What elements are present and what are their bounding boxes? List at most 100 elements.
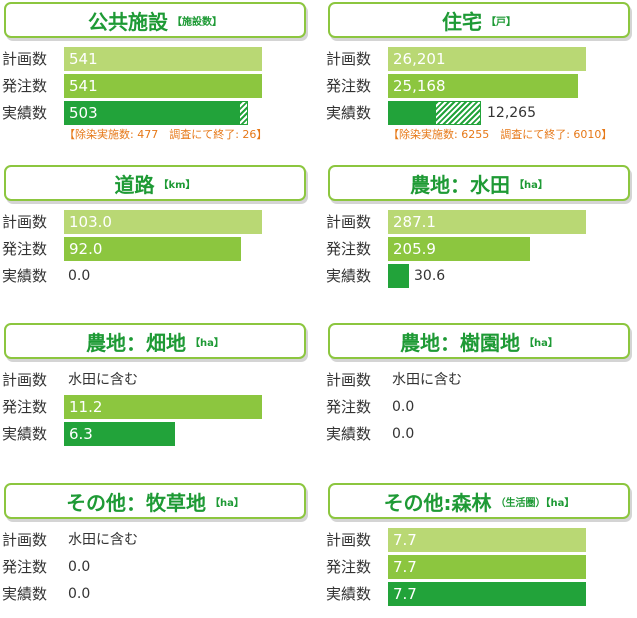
chart-title: その他:森林 (383, 490, 492, 515)
chart-row-plan: 計画数 26,201 (326, 47, 636, 71)
chart-title-box: その他:森林 （生活圏）【ha】 (328, 483, 630, 519)
row-label-plan: 計画数 (2, 531, 48, 549)
bar-order: 25,168 (388, 74, 578, 98)
value-label: 0.0 (392, 399, 415, 415)
chart-title-box: 公共施設 【施設数】 (4, 2, 306, 38)
chart-title: 農地：水田 (410, 172, 511, 197)
chart-row-result: 実績数 30.6 (326, 264, 636, 288)
bar-order: 92.0 (64, 237, 241, 261)
chart-row-result: 実績数 0.0 (2, 582, 312, 606)
chart-row-result: 実績数 0.0 (2, 264, 312, 288)
bar-plan: 26,201 (388, 47, 586, 71)
bar-result (388, 264, 409, 288)
value-label: 503 (69, 104, 98, 122)
chart-panel: 農地：樹園地 【ha】 計画数 水田に含む 発注数 0.0 実績数 0.0 (326, 323, 636, 458)
value-label: 0.0 (392, 426, 415, 442)
chart-title-box: 住宅 【戸】 (328, 2, 630, 38)
chart-row-plan: 計画数 541 (2, 47, 312, 71)
value-label: 541 (69, 50, 98, 68)
value-label: 7.7 (393, 585, 417, 603)
row-label-order: 発注数 (326, 240, 372, 258)
row-label-order: 発注数 (326, 77, 372, 95)
bar-result (388, 101, 435, 125)
bar-result: 7.7 (388, 582, 586, 606)
chart-unit: 【施設数】 (172, 16, 222, 28)
chart-row-order: 発注数 0.0 (2, 555, 312, 579)
value-label: 0.0 (68, 586, 91, 602)
value-label: 103.0 (69, 213, 112, 231)
chart-row-plan: 計画数 水田に含む (326, 368, 636, 392)
chart-title: 農地：畑地 (86, 330, 187, 355)
chart-title: 住宅 (442, 9, 482, 34)
chart-row-result: 実績数 12,265 (326, 101, 636, 125)
value-label: 6.3 (69, 425, 93, 443)
chart-title: 公共施設 (88, 9, 168, 34)
row-label-result: 実績数 (326, 267, 372, 285)
row-label-result: 実績数 (2, 425, 48, 443)
value-label: 287.1 (393, 213, 436, 231)
value-label: 12,265 (487, 105, 536, 121)
bar-plan: 7.7 (388, 528, 586, 552)
chart-row-order: 発注数 7.7 (326, 555, 636, 579)
value-label: 水田に含む (68, 532, 138, 548)
row-label-result: 実績数 (326, 585, 372, 603)
chart-row-order: 発注数 0.0 (326, 395, 636, 419)
bar-plan: 287.1 (388, 210, 586, 234)
chart-panel: 道路 【km】計画数 103.0 発注数 92.0 実績数 0.0 (2, 165, 312, 300)
value-label: 水田に含む (68, 372, 138, 388)
chart-panel: 住宅 【戸】 計画数 26,201 発注数 25,168 実績数 12,265 【除染実施数: … (326, 2, 636, 141)
bar-order: 541 (64, 74, 262, 98)
chart-row-result: 実績数 6.3 (2, 422, 312, 446)
row-label-order: 発注数 (2, 77, 48, 95)
row-label-result: 実績数 (2, 104, 48, 122)
chart-unit: 【ha】 (210, 497, 244, 509)
row-label-order: 発注数 (2, 398, 48, 416)
chart-row-plan: 計画数 287.1 (326, 210, 636, 234)
chart-row-order: 発注数 92.0 (2, 237, 312, 261)
bar-hatched-segment (239, 101, 248, 125)
chart-title: 道路 (114, 172, 155, 197)
chart-title: その他：牧草地 (66, 490, 207, 515)
chart-row-plan: 計画数 103.0 (2, 210, 312, 234)
value-label: 7.7 (393, 531, 417, 549)
chart-unit: 【戸】 (486, 16, 516, 28)
row-label-result: 実績数 (2, 585, 48, 603)
chart-panel: 農地：水田 【ha】 計画数 287.1 発注数 205.9 実績数 30.6 (326, 165, 636, 300)
chart-row-result: 実績数 7.7 (326, 582, 636, 606)
chart-title-box: 農地：樹園地 【ha】 (328, 323, 630, 359)
chart-row-order: 発注数 25,168 (326, 74, 636, 98)
row-label-plan: 計画数 (2, 213, 48, 231)
chart-unit: 【ha】 (524, 337, 558, 349)
chart-row-plan: 計画数 水田に含む (2, 368, 312, 392)
row-label-result: 実績数 (2, 267, 48, 285)
chart-title-box: 道路 【km】 (4, 165, 306, 201)
value-label: 0.0 (68, 268, 91, 284)
value-label: 水田に含む (392, 372, 462, 388)
bar-hatched-segment (435, 101, 481, 125)
chart-row-order: 発注数 11.2 (2, 395, 312, 419)
row-label-order: 発注数 (326, 398, 372, 416)
chart-unit: 【ha】 (190, 337, 224, 349)
bar-order: 11.2 (64, 395, 262, 419)
chart-row-plan: 計画数 水田に含む (2, 528, 312, 552)
chart-title: 農地：樹園地 (400, 330, 521, 355)
chart-panel: 公共施設 【施設数】 計画数 541 発注数 541 実績数 503 【除染実施数: 477 調… (2, 2, 312, 141)
value-label: 0.0 (68, 559, 91, 575)
value-label: 92.0 (69, 240, 103, 258)
chart-panel: その他:森林 （生活圏）【ha】 計画数 7.7 発注数 7.7 実績数 7.7 (326, 483, 636, 618)
row-label-plan: 計画数 (2, 371, 48, 389)
bar-order: 7.7 (388, 555, 586, 579)
bar-plan: 541 (64, 47, 262, 71)
chart-row-result: 実績数 503 (2, 101, 312, 125)
value-label: 30.6 (414, 268, 446, 284)
chart-unit: 【ha】 (514, 179, 548, 191)
chart-panel: その他：牧草地 【ha】計画数 水田に含む発注数 0.0 実績数 0.0 (2, 483, 312, 618)
value-label: 541 (69, 77, 98, 95)
value-label: 26,201 (393, 50, 446, 68)
chart-unit: （生活圏）【ha】 (495, 497, 575, 509)
bar-plan: 103.0 (64, 210, 262, 234)
chart-title-box: その他：牧草地 【ha】 (4, 483, 306, 519)
row-label-order: 発注数 (2, 558, 48, 576)
row-label-plan: 計画数 (2, 50, 48, 68)
row-label-plan: 計画数 (326, 371, 372, 389)
